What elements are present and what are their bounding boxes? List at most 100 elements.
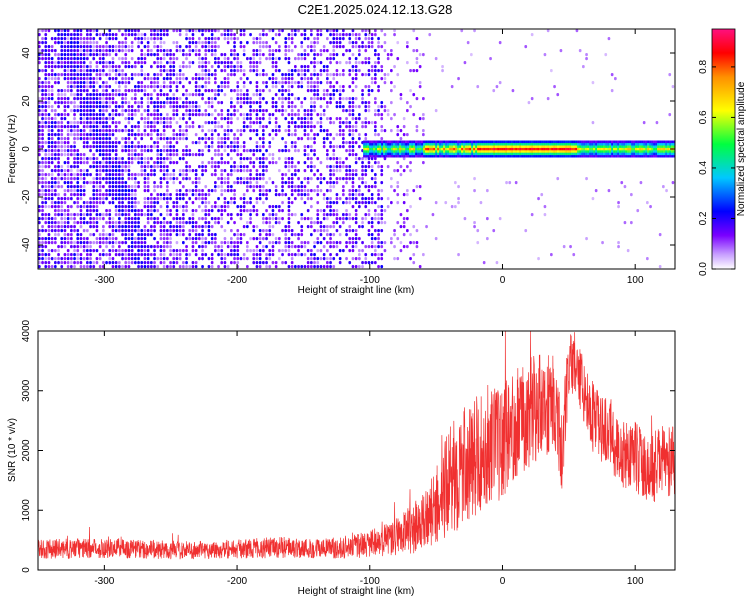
spectrogram-cell [386, 109, 390, 113]
spectrogram-cell [166, 241, 169, 245]
spectrogram-cell [329, 241, 332, 245]
spectrogram-cell [246, 41, 249, 45]
spectrogram-cell [342, 161, 345, 165]
spectrogram-cell [313, 85, 316, 89]
spectrogram-cell [553, 85, 556, 89]
spectrogram-cell [258, 157, 262, 161]
spectrogram-cell [172, 249, 176, 253]
spectrogram-cell [156, 165, 160, 169]
spectrogram-cell [306, 85, 310, 89]
spectrogram-cell [169, 253, 172, 257]
spectrogram-cell [60, 45, 64, 49]
spectrogram-cell [326, 29, 329, 33]
spectrogram-cell [268, 77, 272, 81]
spectrogram-cell [60, 93, 64, 97]
spectrogram-cell [297, 69, 300, 73]
chart-title: C2E1.2025.024.12.13.G28 [297, 2, 453, 17]
spectrogram-cell [281, 185, 284, 189]
spectrogram-cell [258, 253, 262, 257]
spectrogram-signal-cell [473, 154, 476, 158]
spectrogram-cell [274, 69, 278, 73]
spectrogram-signal-cell [445, 147, 448, 151]
spectrogram-signal-cell [415, 150, 418, 153]
spectrogram-cell [47, 193, 51, 197]
spectrogram-cell [239, 257, 243, 261]
spectrogram-cell [329, 237, 332, 241]
spectrogram-cell [162, 225, 166, 229]
spectrogram-cell [79, 113, 83, 117]
spectrogram-cell [290, 261, 294, 265]
spectrogram-cell [118, 177, 121, 181]
spectrogram-cell [230, 101, 233, 105]
spectrogram-cell [329, 133, 332, 137]
spectrogram-signal-cell [369, 152, 372, 156]
spectrogram-cell [86, 141, 89, 145]
spectrogram-cell [89, 33, 92, 37]
spectrogram-cell [271, 113, 275, 117]
spectrogram-cell [70, 77, 73, 81]
spectrogram-cell [134, 153, 137, 157]
spectrogram-cell [188, 197, 192, 201]
spectrogram-cell [230, 165, 233, 169]
spectrogram-cell [50, 157, 54, 161]
spectrogram-cell [134, 177, 137, 181]
spectrogram-signal-cell [411, 142, 414, 146]
spectrogram-cell [303, 241, 307, 245]
spectrogram-cell [130, 77, 134, 81]
spectrogram-cell [70, 53, 73, 57]
spectrogram-cell [409, 89, 412, 93]
spectrogram-cell [66, 101, 70, 105]
spectrogram-cell [175, 261, 179, 265]
spectrogram-cell [102, 169, 105, 173]
spectrogram-cell [79, 237, 83, 241]
spectrogram-signal-cell [481, 145, 484, 148]
spectrogram-cell [121, 257, 124, 261]
spectrogram-cell [38, 165, 41, 169]
spectrogram-cell [236, 165, 240, 169]
spectrogram-cell [143, 165, 147, 169]
spectrogram-cell [162, 249, 166, 253]
spectrogram-signal-cell [519, 140, 522, 144]
spectrogram-cell [326, 49, 329, 53]
spectrogram-cell [175, 49, 179, 53]
spectrogram-cell [178, 257, 182, 261]
spectrogram-cell [332, 77, 336, 81]
spectrogram-cell [111, 169, 115, 173]
spectrogram-cell [153, 201, 156, 205]
spectrogram-cell [540, 193, 544, 197]
spectrogram-cell [162, 133, 166, 137]
spectrogram-cell [226, 33, 230, 37]
spectrogram-cell [326, 101, 329, 105]
spectrogram-cell [342, 177, 345, 181]
spectrogram-cell [175, 113, 179, 117]
spectrogram-cell [332, 53, 336, 57]
spectrogram-cell [127, 237, 131, 241]
spectrogram-cell [102, 165, 105, 169]
spectrogram-cell [54, 165, 57, 169]
spectrogram-cell [111, 165, 115, 169]
spectrogram-cell [258, 257, 262, 261]
spectrogram-cell [63, 229, 67, 233]
spectrogram-cell [118, 181, 121, 185]
spectrogram-cell [220, 125, 224, 129]
spectrogram-cell [143, 117, 147, 121]
spectrogram-cell [79, 129, 83, 133]
spectrogram-cell [310, 85, 313, 89]
spectrogram-cell [175, 77, 179, 81]
spectrogram-cell [185, 65, 188, 69]
spectrogram-cell [217, 61, 220, 65]
spectrogram-cell [95, 213, 99, 217]
spectrogram-cell [255, 177, 259, 181]
spectrogram-cell [303, 149, 307, 153]
spectrogram-signal-cell [399, 154, 402, 158]
spectrogram-signal-cell [469, 145, 472, 148]
spectrogram-cell [172, 113, 176, 117]
spectrogram-cell [114, 53, 118, 57]
spectrogram-cell [95, 73, 99, 77]
spectrogram-cell [76, 69, 80, 73]
spectrogram-cell [233, 197, 236, 201]
spectrogram-cell [210, 45, 214, 49]
spectrogram-cell [214, 165, 217, 169]
spectrogram-cell [358, 253, 361, 257]
spectrogram-cell [271, 233, 275, 237]
